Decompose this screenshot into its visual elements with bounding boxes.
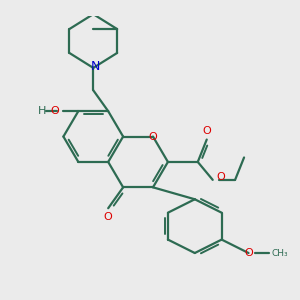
Text: N: N [91, 60, 100, 73]
Text: O: O [104, 212, 112, 222]
Text: O: O [202, 127, 211, 136]
Text: O: O [51, 106, 59, 116]
Text: O: O [217, 172, 225, 182]
Text: CH₃: CH₃ [272, 248, 288, 257]
Text: H: H [38, 106, 47, 116]
Text: O: O [244, 248, 253, 258]
Text: O: O [148, 132, 158, 142]
